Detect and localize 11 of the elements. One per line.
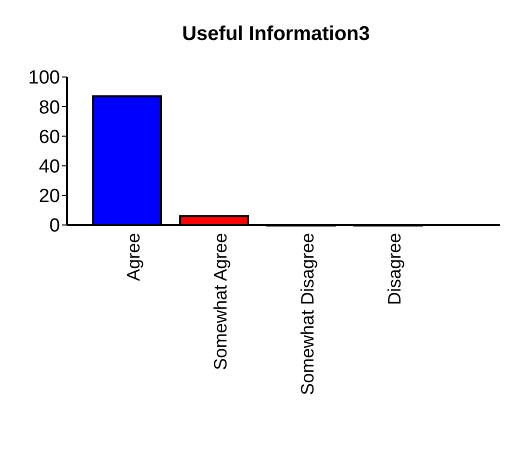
y-tick-label: 100	[28, 68, 60, 89]
y-tick-label: 60	[38, 126, 60, 148]
x-tick-label: Somewhat Agree	[210, 233, 230, 370]
y-tick-label: 80	[38, 97, 60, 118]
chart-title: Useful Information3	[182, 23, 370, 45]
x-tick-label: Agree	[123, 233, 144, 282]
x-tick-label: Disagree	[384, 233, 404, 306]
y-tick-label: 20	[38, 186, 60, 208]
x-tick-label: Somewhat Disagree	[297, 233, 318, 396]
y-tick-label: 0	[49, 216, 60, 237]
y-tick-label: 40	[38, 156, 60, 178]
